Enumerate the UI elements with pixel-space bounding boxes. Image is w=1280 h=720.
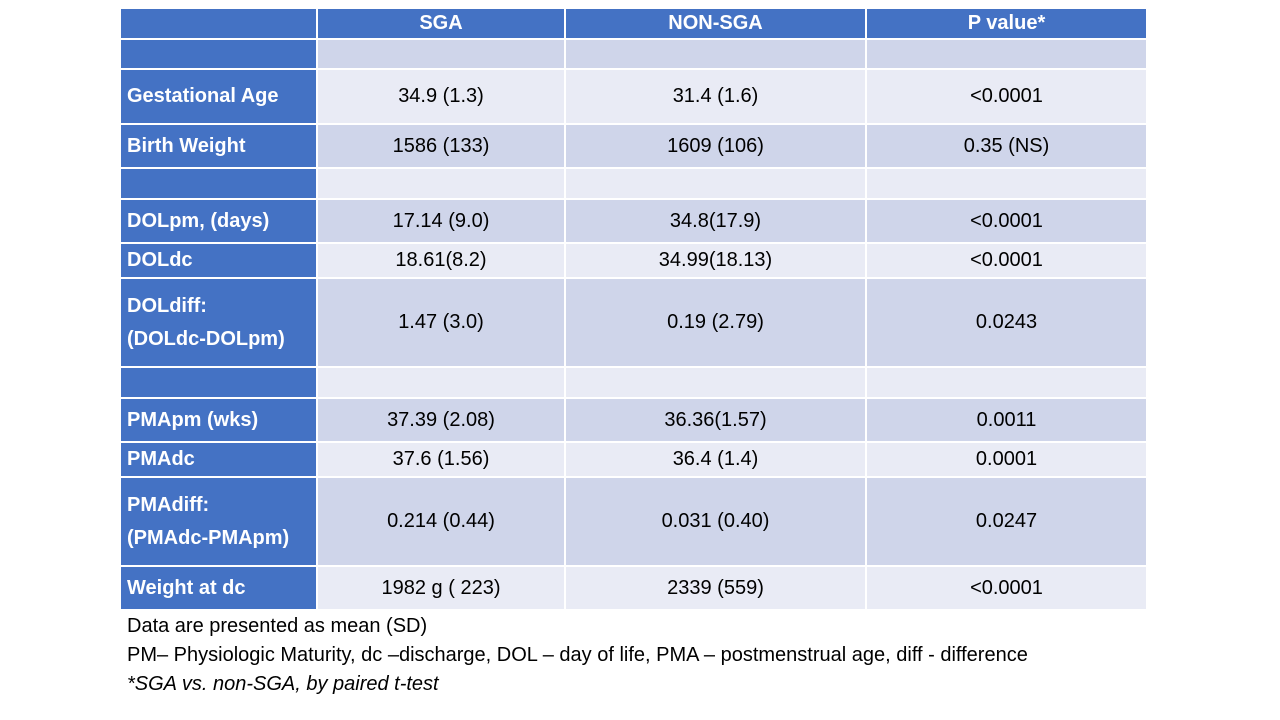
row-label: DOLdiff: (DOLdc-DOLpm)	[119, 277, 318, 368]
footnote-mean-sd: Data are presented as mean (SD)	[127, 615, 428, 637]
header-row: SGA NON-SGA P value*	[119, 7, 1148, 40]
row-label	[119, 366, 318, 399]
non-sga-value: 34.8(17.9)	[564, 198, 867, 244]
sga-value	[316, 38, 566, 70]
non-sga-value	[564, 38, 867, 70]
row-label: Birth Weight	[119, 123, 318, 169]
table-row: PMAdiff: (PMAdc-PMApm) 0.214 (0.44) 0.03…	[119, 476, 1148, 567]
row-label: Weight at dc	[119, 565, 318, 611]
spacer-row	[119, 167, 1148, 200]
row-label: Gestational Age	[119, 68, 318, 125]
sga-value: 1982 g ( 223)	[316, 565, 566, 611]
header-non-sga: NON-SGA	[564, 7, 867, 40]
non-sga-value: 2339 (559)	[564, 565, 867, 611]
sga-value: 0.214 (0.44)	[316, 476, 566, 567]
row-label	[119, 38, 318, 70]
header-sga: SGA	[316, 7, 566, 40]
non-sga-value: 0.19 (2.79)	[564, 277, 867, 368]
non-sga-value: 1609 (106)	[564, 123, 867, 169]
row-label: DOLpm, (days)	[119, 198, 318, 244]
row-label	[119, 167, 318, 200]
p-value: 0.0001	[865, 441, 1148, 478]
table-row: DOLpm, (days) 17.14 (9.0) 34.8(17.9) <0.…	[119, 198, 1148, 244]
p-value: <0.0001	[865, 198, 1148, 244]
footnote-test: *SGA vs. non-SGA, by paired t-test	[127, 673, 439, 695]
spacer-row	[119, 366, 1148, 399]
sga-value: 17.14 (9.0)	[316, 198, 566, 244]
sga-value: 1.47 (3.0)	[316, 277, 566, 368]
p-value: <0.0001	[865, 68, 1148, 125]
non-sga-value: 31.4 (1.6)	[564, 68, 867, 125]
table-row: Gestational Age 34.9 (1.3) 31.4 (1.6) <0…	[119, 68, 1148, 125]
non-sga-value: 34.99(18.13)	[564, 242, 867, 279]
header-blank	[119, 7, 318, 40]
row-label: PMAdiff: (PMAdc-PMApm)	[119, 476, 318, 567]
header-p-value: P value*	[865, 7, 1148, 40]
table-row: DOLdc 18.61(8.2) 34.99(18.13) <0.0001	[119, 242, 1148, 279]
row-label-line2: (DOLdc-DOLpm)	[127, 327, 285, 350]
sga-value: 1586 (133)	[316, 123, 566, 169]
non-sga-value: 36.36(1.57)	[564, 397, 867, 443]
p-value	[865, 167, 1148, 200]
p-value: 0.0243	[865, 277, 1148, 368]
sga-value	[316, 167, 566, 200]
table-row: PMAdc 37.6 (1.56) 36.4 (1.4) 0.0001	[119, 441, 1148, 478]
non-sga-value: 36.4 (1.4)	[564, 441, 867, 478]
p-value: <0.0001	[865, 242, 1148, 279]
p-value	[865, 38, 1148, 70]
sga-value: 37.6 (1.56)	[316, 441, 566, 478]
sga-value: 18.61(8.2)	[316, 242, 566, 279]
p-value	[865, 366, 1148, 399]
non-sga-value: 0.031 (0.40)	[564, 476, 867, 567]
row-label: PMAdc	[119, 441, 318, 478]
row-label-line2: (PMAdc-PMApm)	[127, 526, 290, 549]
results-table: SGA NON-SGA P value* Gestational Age 34.…	[119, 7, 1148, 611]
p-value: 0.0011	[865, 397, 1148, 443]
spacer-row	[119, 38, 1148, 70]
p-value: <0.0001	[865, 565, 1148, 611]
table-row: Birth Weight 1586 (133) 1609 (106) 0.35 …	[119, 123, 1148, 169]
sga-value: 37.39 (2.08)	[316, 397, 566, 443]
non-sga-value	[564, 167, 867, 200]
table-row: PMApm (wks) 37.39 (2.08) 36.36(1.57) 0.0…	[119, 397, 1148, 443]
sga-value	[316, 366, 566, 399]
footnote-abbreviations: PM– Physiologic Maturity, dc –discharge,…	[127, 644, 1028, 666]
footnotes: Data are presented as mean (SD) PM– Phys…	[127, 612, 1028, 699]
non-sga-value	[564, 366, 867, 399]
row-label-line1: DOLdiff:	[127, 294, 207, 317]
table-row: DOLdiff: (DOLdc-DOLpm) 1.47 (3.0) 0.19 (…	[119, 277, 1148, 368]
row-label: DOLdc	[119, 242, 318, 279]
p-value: 0.35 (NS)	[865, 123, 1148, 169]
sga-value: 34.9 (1.3)	[316, 68, 566, 125]
p-value: 0.0247	[865, 476, 1148, 567]
row-label-line1: PMAdiff:	[127, 493, 210, 516]
table-row: Weight at dc 1982 g ( 223) 2339 (559) <0…	[119, 565, 1148, 611]
row-label: PMApm (wks)	[119, 397, 318, 443]
